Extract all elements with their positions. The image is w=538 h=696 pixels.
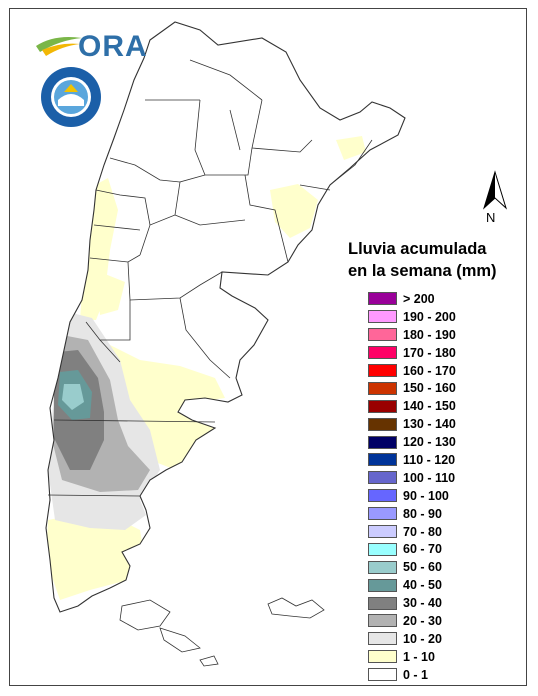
legend-swatch bbox=[368, 417, 397, 431]
legend-title-line2: en la semana (mm) bbox=[348, 262, 497, 280]
legend-title-line1: Lluvia acumulada bbox=[348, 240, 487, 258]
legend-label: 50 - 60 bbox=[403, 560, 442, 575]
legend-label: 180 - 190 bbox=[403, 327, 456, 342]
legend-label: > 200 bbox=[403, 291, 435, 306]
legend-item: 30 - 40 bbox=[368, 594, 456, 612]
legend-item: 190 - 200 bbox=[368, 308, 456, 326]
legend-title: Lluvia acumulada en la semana (mm) bbox=[348, 238, 497, 282]
logo-text: ORA bbox=[78, 30, 148, 63]
legend-swatch bbox=[368, 668, 397, 682]
legend-swatch bbox=[368, 525, 397, 539]
legend-label: 80 - 90 bbox=[403, 506, 442, 521]
legend-swatch bbox=[368, 542, 397, 556]
legend-item: 80 - 90 bbox=[368, 505, 456, 523]
legend-item: 150 - 160 bbox=[368, 379, 456, 397]
legend-swatch bbox=[368, 292, 397, 306]
legend-label: 30 - 40 bbox=[403, 596, 442, 611]
legend-item: 60 - 70 bbox=[368, 540, 456, 558]
legend-label: 120 - 130 bbox=[403, 435, 456, 450]
legend-label: 150 - 160 bbox=[403, 381, 456, 396]
legend-label: 140 - 150 bbox=[403, 399, 456, 414]
legend-item: 110 - 120 bbox=[368, 451, 456, 469]
legend-label: 0 - 1 bbox=[403, 667, 429, 682]
legend-swatch bbox=[368, 650, 397, 664]
legend-item: 20 - 30 bbox=[368, 612, 456, 630]
legend-label: 190 - 200 bbox=[403, 309, 456, 324]
legend-swatch bbox=[368, 435, 397, 449]
north-arrow-icon bbox=[482, 170, 508, 210]
legend-label: 110 - 120 bbox=[403, 452, 456, 467]
legend-item: 50 - 60 bbox=[368, 558, 456, 576]
legend-label: 20 - 30 bbox=[403, 613, 442, 628]
legend-swatch bbox=[368, 381, 397, 395]
legend-item: 70 - 80 bbox=[368, 523, 456, 541]
legend-swatch bbox=[368, 453, 397, 467]
legend-item: 90 - 100 bbox=[368, 487, 456, 505]
legend-item: 40 - 50 bbox=[368, 576, 456, 594]
legend-swatch bbox=[368, 507, 397, 521]
legend-label: 170 - 180 bbox=[403, 345, 456, 360]
north-label: N bbox=[486, 210, 496, 225]
legend-swatch bbox=[368, 614, 397, 628]
ora-logo: ORA bbox=[34, 28, 147, 63]
legend-label: 60 - 70 bbox=[403, 542, 442, 557]
legend-item: 170 - 180 bbox=[368, 344, 456, 362]
legend-swatch bbox=[368, 596, 397, 610]
legend-item: 130 - 140 bbox=[368, 415, 456, 433]
legend-swatch bbox=[368, 346, 397, 360]
legend-item: 0 - 1 bbox=[368, 666, 456, 684]
legend-item: 180 - 190 bbox=[368, 326, 456, 344]
legend-item: 120 - 130 bbox=[368, 433, 456, 451]
legend-item: > 200 bbox=[368, 290, 456, 308]
legend-swatch bbox=[368, 364, 397, 377]
legend-swatch bbox=[368, 328, 397, 342]
legend-swatch bbox=[368, 399, 397, 413]
legend-swatch bbox=[368, 632, 397, 646]
legend-label: 90 - 100 bbox=[403, 488, 449, 503]
legend-label: 1 - 10 bbox=[403, 649, 435, 664]
legend-swatch bbox=[368, 578, 397, 592]
legend-item: 10 - 20 bbox=[368, 630, 456, 648]
legend: > 200 190 - 200 180 - 190 170 - 180 160 - 17… bbox=[368, 290, 456, 684]
legend-label: 160 - 170 bbox=[403, 363, 456, 378]
legend-label: 130 - 140 bbox=[403, 417, 456, 432]
legend-swatch bbox=[368, 471, 397, 485]
legend-label: 10 - 20 bbox=[403, 631, 442, 646]
legend-label: 40 - 50 bbox=[403, 578, 442, 593]
legend-item: 160 - 170 bbox=[368, 362, 456, 380]
smn-seal-icon bbox=[41, 67, 101, 127]
legend-swatch bbox=[368, 489, 397, 503]
legend-item: 1 - 10 bbox=[368, 648, 456, 666]
legend-swatch bbox=[368, 310, 397, 324]
legend-label: 100 - 110 bbox=[403, 470, 456, 485]
legend-item: 100 - 110 bbox=[368, 469, 456, 487]
legend-swatch bbox=[368, 560, 397, 574]
legend-item: 140 - 150 bbox=[368, 397, 456, 415]
legend-label: 70 - 80 bbox=[403, 524, 442, 539]
